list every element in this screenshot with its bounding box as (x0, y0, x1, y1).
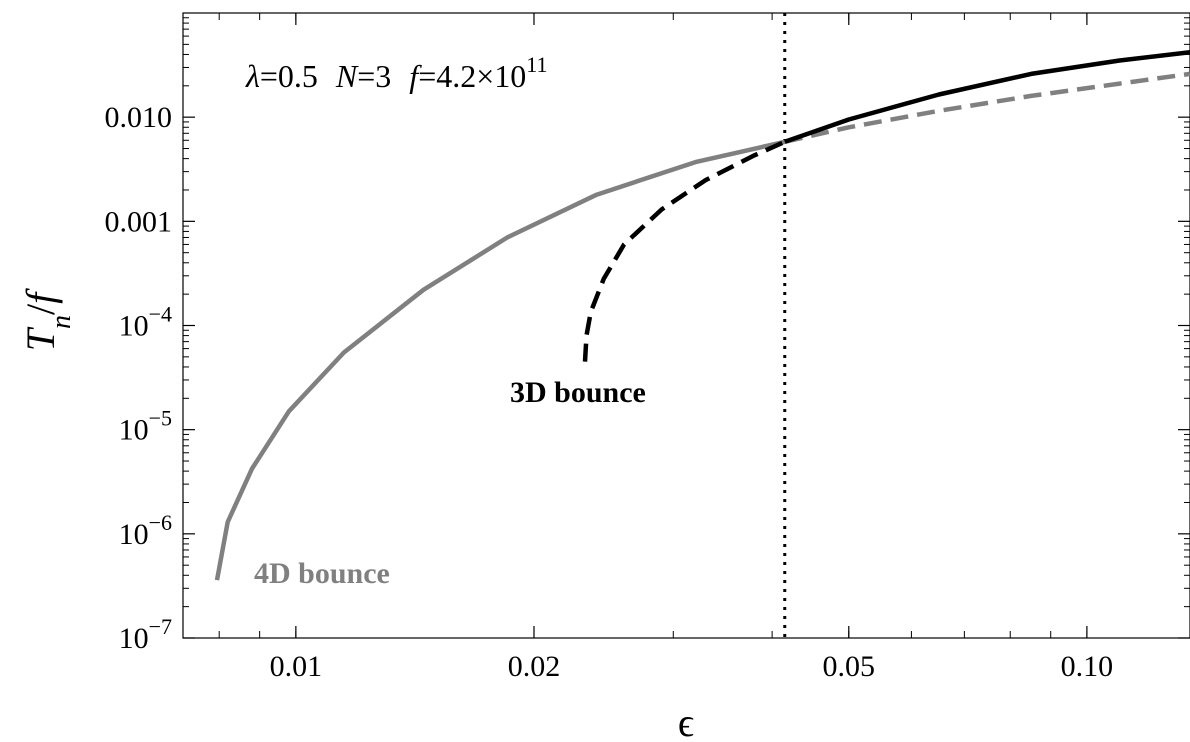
x-tick-label: 0.01 (270, 650, 323, 683)
series-group (214, 49, 1190, 581)
y-tick-label: 10−4 (119, 302, 172, 343)
y-tick-label: 10−5 (119, 406, 172, 447)
y-tick-label: 0.010 (105, 101, 173, 134)
major-ticks (183, 13, 1190, 639)
series-line-3d-dashed (582, 139, 786, 362)
plot-frame (182, 12, 1190, 639)
x-tick-label: 0.02 (508, 650, 561, 683)
series-line-3d-solid (784, 49, 1190, 144)
minor-ticks (183, 13, 1190, 638)
parameters-label: λ=0.5 N=3 f=4.2×1011 (245, 52, 547, 94)
x-axis-label: ϵ (678, 700, 694, 742)
annotation-3d-bounce: 3D bounce (510, 376, 646, 409)
annotation-4d-bounce: 4D bounce (254, 557, 390, 590)
y-tick-label: 10−7 (119, 614, 172, 655)
y-axis-label: Tn/f (18, 288, 77, 351)
y-tick-labels: 10−7 10−6 10−5 10−4 0.001 0.010 (105, 101, 173, 655)
y-tick-label: 10−6 (119, 510, 172, 551)
x-tick-label: 0.10 (1061, 650, 1114, 683)
x-tick-labels: 0.01 0.02 0.05 0.10 (270, 650, 1114, 683)
series-line-4d-solid (214, 139, 786, 581)
x-tick-label: 0.05 (823, 650, 876, 683)
series-line-4d-dashed (784, 71, 1190, 144)
y-tick-label: 0.001 (105, 205, 173, 238)
